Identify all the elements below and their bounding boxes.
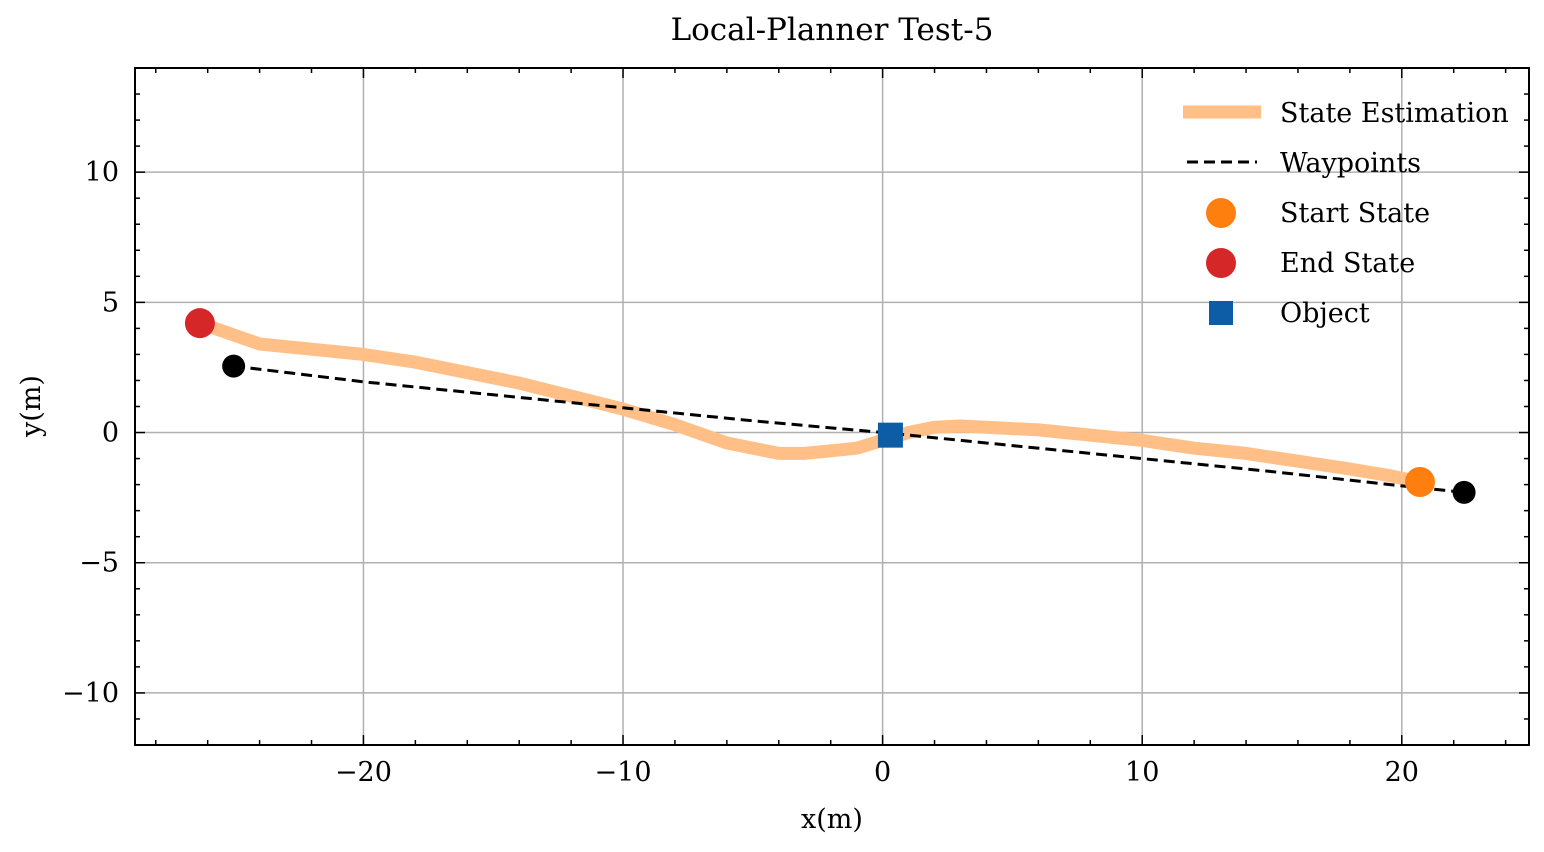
waypoint-endpoint-marker [222,354,246,378]
plot-series [184,308,1476,504]
x-tick-label: 20 [1385,757,1419,788]
x-tick-label: 0 [874,757,891,788]
x-tick-label: 10 [1125,757,1159,788]
y-tick-label: 5 [102,287,119,318]
y-axis-label: y(m) [16,375,47,438]
legend-end-marker [1206,248,1236,278]
legend-start-marker [1206,198,1236,228]
chart-title: Local-Planner Test-5 [671,12,994,48]
waypoints-line [233,364,1465,494]
y-tick-label: −10 [62,678,119,709]
axis-ticks: −20 −10 0 10 20 −10 −5 0 5 10 [62,68,1529,788]
y-tick-label: −5 [79,548,119,579]
legend-end-label: End State [1280,248,1415,279]
legend-waypoints-label: Waypoints [1280,148,1421,179]
object-marker [877,422,903,448]
y-tick-label: 0 [102,418,119,449]
legend: State Estimation Waypoints Start State E… [1183,98,1509,329]
x-axis-label: x(m) [801,804,863,835]
start-state-marker [1404,467,1435,498]
legend-state-label: State Estimation [1280,98,1509,129]
legend-object-marker [1209,301,1233,325]
grid [135,68,1529,745]
legend-start-label: Start State [1280,198,1430,229]
x-tick-label: −10 [595,757,652,788]
legend-object-label: Object [1280,298,1370,329]
x-tick-label: −20 [335,757,392,788]
end-state-marker [184,308,215,339]
y-tick-label: 10 [85,157,119,188]
plot-frame [134,67,1530,746]
state-estimation-line [193,316,1427,489]
waypoint-endpoint-marker [1452,480,1476,504]
